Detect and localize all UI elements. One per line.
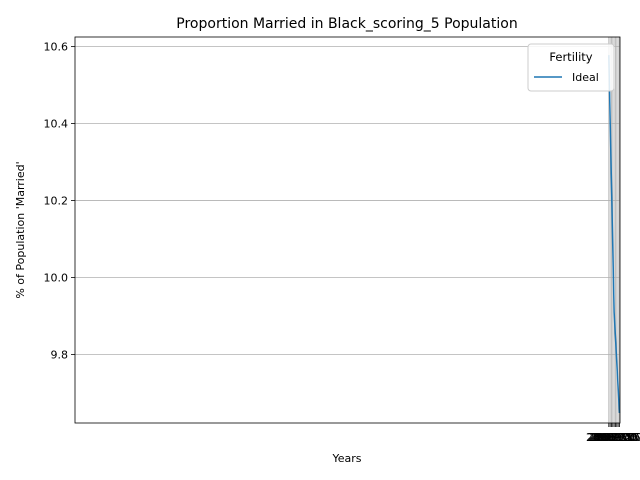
series-line-ideal <box>608 55 621 414</box>
legend-box <box>527 43 615 92</box>
x-tick-label: 2069.75 <box>595 431 640 444</box>
grid-lines <box>75 37 620 423</box>
x-tick-label: 2070.00 <box>597 431 640 444</box>
series-layer <box>608 55 621 414</box>
y-tick-label: 9.8 <box>51 348 69 361</box>
x-tick-label: 2069.50 <box>594 431 640 444</box>
x-tick-label: 2069.00 <box>591 431 637 444</box>
y-tick-label: 10.0 <box>44 272 69 285</box>
x-axis-label: Years <box>331 452 361 465</box>
x-axis-ticks: 2068.002068.252068.502068.752069.002069.… <box>586 423 640 444</box>
x-tick-label: 2068.50 <box>589 431 635 444</box>
x-tick-label: 2068.75 <box>590 431 636 444</box>
y-tick-label: 10.6 <box>44 41 69 54</box>
x-tick-label: 2068.00 <box>586 431 632 444</box>
legend-title: Fertility <box>549 50 592 64</box>
y-axis-label: % of Population 'Married' <box>14 161 27 298</box>
y-axis-ticks: 9.8 10.0 10.2 10.4 10.6 <box>44 41 75 361</box>
x-tick-label: 2068.25 <box>587 431 633 444</box>
chart-title: Proportion Married in Black_scoring_5 Po… <box>176 16 517 32</box>
plot-frame <box>74 36 621 424</box>
legend-label-ideal: Ideal <box>572 71 599 84</box>
x-tick-label: 2069.25 <box>593 431 639 444</box>
legend: Fertility Ideal <box>527 43 615 92</box>
y-tick-label: 10.4 <box>44 118 69 131</box>
y-tick-label: 10.2 <box>44 195 69 208</box>
